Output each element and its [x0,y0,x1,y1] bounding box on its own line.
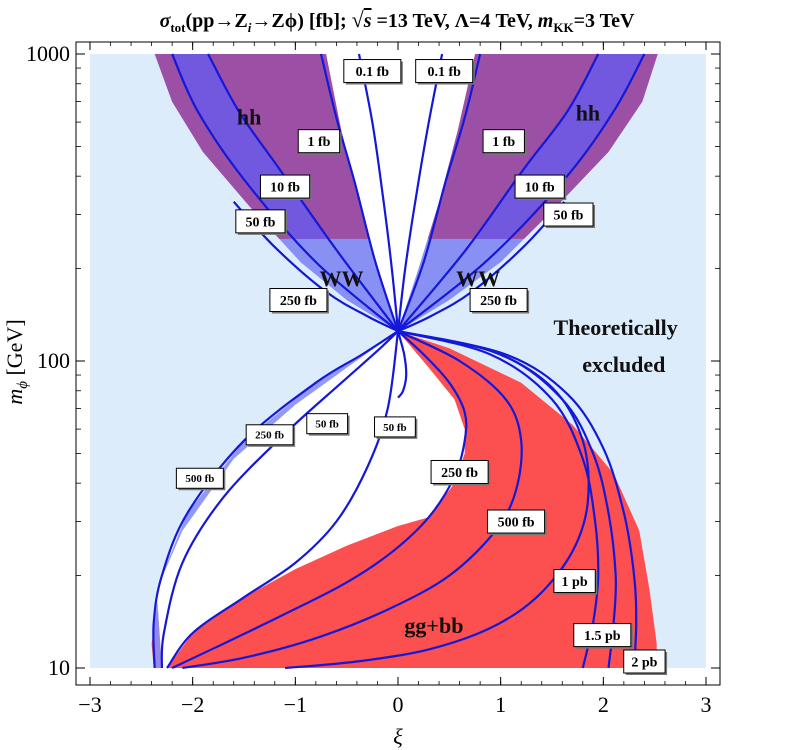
contour-label: 50 fb [235,209,288,235]
contour-label: 0.1 fb [415,59,475,85]
contour-upper-50fb-left [171,53,399,333]
region-label: gg+bb [404,613,463,638]
contour-label: 500 fb [175,467,226,491]
contour-label: 250 fb [269,288,329,314]
contour-label-text: 250 fb [480,294,517,309]
contour-label-text: 500 fb [185,473,214,485]
contour-label: 0.1 fb [343,59,403,85]
contour-label-text: 1 pb [562,575,588,590]
y-tick-label: 100 [37,348,70,373]
contour-label-box [374,416,416,438]
x-tick-label: −2 [181,692,204,717]
contour-label-text: 0.1 fb [356,65,390,80]
contour-label-box [245,424,294,446]
contour-label-box [623,649,666,674]
contour-label: 250 fb [469,288,530,314]
contour-label-box [269,288,328,313]
contour-label-box [543,202,594,227]
contour-label: 10 fb [514,174,567,201]
y-axis-label: mϕ [GeV] [2,319,31,404]
contour-lower-50fb-left [166,331,400,669]
x-axis-label: ξ [393,724,403,749]
contour-label-box [469,288,528,313]
contour-label-box [343,59,402,84]
contour-label: 10 fb [259,174,312,201]
contour-label-box [415,59,474,84]
contour-upper-10fb-right [397,53,600,332]
lower-ww-sliver [153,331,398,668]
contour-label-box [514,174,565,199]
contour-label-text: 1 fb [492,135,515,150]
contour-label-text: 50 fb [383,422,407,434]
contour-label-text: 250 fb [255,430,284,442]
contour-lower-250fb-left [160,330,399,669]
x-tick-label: −1 [284,692,307,717]
contour-label-box [487,509,546,534]
contour-label-text: 0.1 fb [427,65,461,80]
contour-upper-0.1fb-left [357,53,400,332]
contour-label-text: 50 fb [245,215,275,230]
contour-label-text: 1 fb [307,135,330,150]
region-label: hh [576,101,600,126]
x-tick-label: −3 [78,692,101,717]
contour-label-text: 10 fb [270,181,300,196]
contour-label-text: 250 fb [280,294,317,309]
region-label: WW [320,266,364,291]
contour-label-box [235,209,286,234]
contour-label: 50 fb [374,416,418,439]
contour-label-text: 1.5 pb [584,629,621,644]
axes: −3 −2 −1 0 1 2 3 10 100 1000 [26,41,720,717]
contour-lower-50fb-mid [396,330,408,399]
x-tick-label: 0 [393,692,404,717]
contour-label: 1 fb [297,129,342,155]
contour-label-box [175,467,224,489]
lower-white-region [156,331,465,668]
contour-label-text: 50 fb [553,209,583,224]
contour-label-text: 2 pb [631,656,657,671]
contour-upper-0.1fb-right [396,53,444,332]
contour-label-text: 500 fb [498,516,535,531]
x-tick-label: 1 [495,692,506,717]
region-label: Theoretically [554,315,678,340]
contour-label-box [482,129,525,154]
contour-label-box [297,129,341,154]
contour-label: 250 fb [245,424,296,447]
contour-label: 1 fb [482,129,527,155]
contour-upper-1fb-right [396,53,482,332]
contour-label-box [430,459,489,484]
x-tick-label: 2 [598,692,609,717]
contour-label-box [259,174,311,199]
contour-label-box [306,413,349,435]
contour-label: 2 pb [623,649,668,675]
chart-title: σtot(pp→Zi→Zϕ) [fb]; √s =13 TeV, Λ=4 TeV… [160,7,635,35]
contour-label-text: 250 fb [441,466,478,481]
contour-lower-50fb-bottom [171,330,468,669]
contour-label: 500 fb [487,509,547,536]
contour-lower-2pb [397,330,638,669]
contour-lower-1pb [397,330,600,669]
y-tick-label: 10 [48,655,70,680]
region-label: hh [237,105,261,130]
contour-label: 50 fb [306,413,350,436]
contour-label-box [553,569,596,594]
region-label: excluded [582,352,665,377]
contour-label: 50 fb [543,202,596,229]
contour-label: 250 fb [430,459,491,486]
contour-label: 1 pb [553,569,598,595]
x-tick-label: 3 [701,692,712,717]
contour-upper-1fb-left [319,53,400,332]
upper-white-region [326,54,475,332]
plot-labels: hh hh WW WW Theoretically excluded gg+bb 0.1 fb… [175,59,678,675]
contour-label-text: 10 fb [525,181,555,196]
contour-label-text: 50 fb [315,419,339,431]
y-tick-label: 1000 [26,41,70,66]
contour-label: 1.5 pb [573,623,633,649]
contour-lower-1.5pb [397,330,617,669]
contour-upper-10fb-left [207,53,399,332]
region-label: WW [456,266,500,291]
contour-label-box [573,623,632,648]
